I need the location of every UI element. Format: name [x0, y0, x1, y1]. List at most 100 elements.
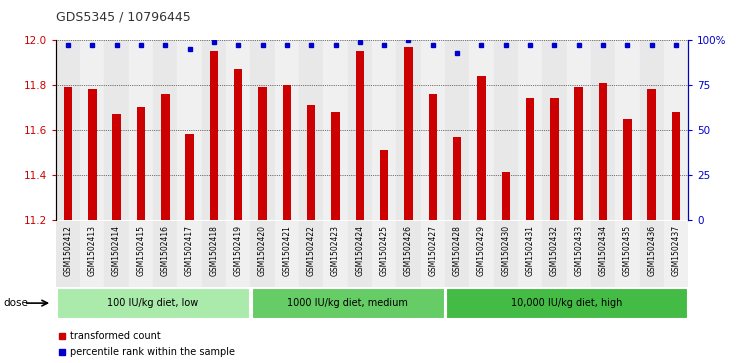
Text: GSM1502420: GSM1502420	[258, 225, 267, 276]
Bar	[501, 172, 510, 220]
Bar	[251, 221, 275, 287]
Bar	[56, 221, 80, 287]
Bar	[420, 221, 445, 287]
Bar	[664, 221, 688, 287]
Text: 10,000 IU/kg diet, high: 10,000 IU/kg diet, high	[511, 298, 622, 308]
Bar	[202, 40, 226, 220]
Bar	[258, 87, 267, 220]
Bar	[226, 221, 251, 287]
Bar	[112, 114, 121, 220]
Bar	[275, 40, 299, 220]
Bar	[550, 98, 559, 220]
Text: GSM1502423: GSM1502423	[331, 225, 340, 276]
Bar	[210, 51, 218, 220]
Text: GSM1502421: GSM1502421	[283, 225, 292, 276]
FancyBboxPatch shape	[57, 288, 249, 318]
Bar	[372, 40, 397, 220]
Bar	[469, 40, 493, 220]
Text: GSM1502435: GSM1502435	[623, 225, 632, 276]
Text: GSM1502419: GSM1502419	[234, 225, 243, 276]
Bar	[80, 40, 104, 220]
Bar	[615, 40, 640, 220]
Bar	[420, 40, 445, 220]
Text: 100 IU/kg diet, low: 100 IU/kg diet, low	[107, 298, 199, 308]
Bar	[493, 221, 518, 287]
Bar	[137, 107, 145, 220]
Text: GSM1502428: GSM1502428	[452, 225, 461, 276]
Text: GSM1502418: GSM1502418	[209, 225, 219, 276]
Bar	[574, 87, 583, 220]
Bar	[397, 40, 420, 220]
Bar	[453, 136, 461, 220]
Bar	[526, 98, 534, 220]
Bar	[88, 89, 97, 220]
Bar	[185, 134, 194, 220]
Bar	[372, 221, 397, 287]
Bar	[331, 112, 340, 220]
Bar	[542, 221, 567, 287]
Text: transformed count: transformed count	[71, 331, 161, 341]
Bar	[153, 221, 177, 287]
Bar	[177, 40, 202, 220]
Bar	[477, 76, 486, 220]
Bar	[104, 221, 129, 287]
Text: percentile rank within the sample: percentile rank within the sample	[71, 347, 235, 357]
Bar	[640, 40, 664, 220]
Text: GDS5345 / 10796445: GDS5345 / 10796445	[56, 11, 190, 24]
Text: GSM1502430: GSM1502430	[501, 225, 510, 276]
Bar	[299, 40, 324, 220]
Bar	[518, 221, 542, 287]
Text: GSM1502424: GSM1502424	[356, 225, 365, 276]
Text: GSM1502434: GSM1502434	[599, 225, 608, 276]
Bar	[493, 40, 518, 220]
Text: GSM1502425: GSM1502425	[379, 225, 388, 276]
Bar	[615, 221, 640, 287]
Bar	[202, 221, 226, 287]
Bar	[56, 40, 80, 220]
Text: GSM1502429: GSM1502429	[477, 225, 486, 276]
Text: GSM1502415: GSM1502415	[136, 225, 145, 276]
FancyBboxPatch shape	[251, 288, 443, 318]
Text: GSM1502416: GSM1502416	[161, 225, 170, 276]
Bar	[623, 119, 632, 220]
Bar	[567, 40, 591, 220]
Text: GSM1502437: GSM1502437	[672, 225, 681, 276]
Bar	[591, 221, 615, 287]
Text: GSM1502431: GSM1502431	[525, 225, 535, 276]
Bar	[647, 89, 656, 220]
Bar	[567, 221, 591, 287]
Bar	[104, 40, 129, 220]
Bar	[469, 221, 493, 287]
Bar	[429, 94, 437, 220]
Bar	[347, 221, 372, 287]
Bar	[445, 221, 469, 287]
Text: GSM1502422: GSM1502422	[307, 225, 315, 276]
Bar	[283, 85, 291, 220]
Bar	[380, 150, 388, 220]
Text: dose: dose	[4, 298, 28, 308]
Bar	[307, 105, 315, 220]
Bar	[226, 40, 251, 220]
Bar	[324, 40, 347, 220]
Bar	[153, 40, 177, 220]
Bar	[347, 40, 372, 220]
Bar	[404, 47, 413, 220]
Text: GSM1502436: GSM1502436	[647, 225, 656, 276]
Text: GSM1502412: GSM1502412	[63, 225, 72, 276]
Text: GSM1502427: GSM1502427	[429, 225, 437, 276]
Text: 1000 IU/kg diet, medium: 1000 IU/kg diet, medium	[287, 298, 408, 308]
Bar	[591, 40, 615, 220]
Text: GSM1502432: GSM1502432	[550, 225, 559, 276]
Bar	[640, 221, 664, 287]
Bar	[599, 83, 607, 220]
Bar	[664, 40, 688, 220]
Bar	[275, 221, 299, 287]
Bar	[251, 40, 275, 220]
Bar	[177, 221, 202, 287]
Bar	[356, 51, 364, 220]
Bar	[518, 40, 542, 220]
Bar	[129, 221, 153, 287]
Bar	[445, 40, 469, 220]
Text: GSM1502414: GSM1502414	[112, 225, 121, 276]
Bar	[672, 112, 680, 220]
